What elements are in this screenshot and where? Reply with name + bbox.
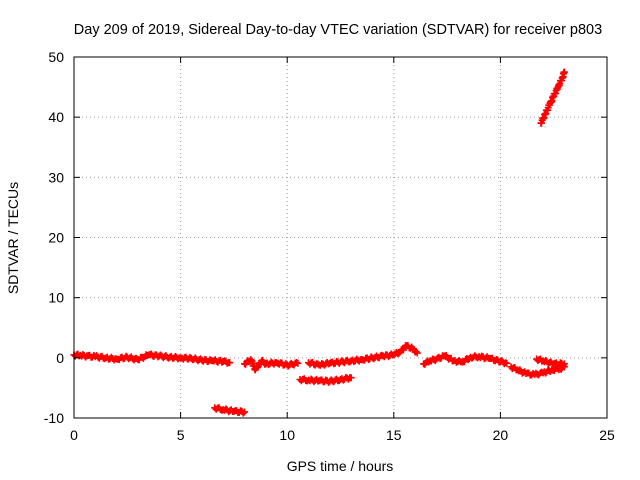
data-band bbox=[546, 93, 557, 107]
data-band bbox=[555, 77, 566, 90]
y-tick-label: -10 bbox=[44, 410, 64, 426]
data-band bbox=[327, 357, 343, 368]
data-band bbox=[338, 356, 354, 367]
data-band bbox=[114, 352, 130, 364]
data-band bbox=[135, 351, 151, 364]
data-band bbox=[508, 364, 520, 374]
y-tick-label: 30 bbox=[48, 169, 64, 185]
data-band bbox=[327, 375, 343, 386]
x-tick-label: 10 bbox=[279, 427, 295, 443]
data-segment bbox=[533, 355, 568, 369]
data-band bbox=[421, 357, 433, 368]
data-band bbox=[538, 111, 549, 127]
y-tick-label: 50 bbox=[48, 49, 64, 65]
data-band bbox=[410, 346, 420, 356]
data-band bbox=[306, 358, 322, 369]
chart-title: Day 209 of 2019, Sidereal Day-to-day VTE… bbox=[74, 22, 602, 38]
ticks: 0 5 10 15 20 25 -10 0 10 20 30 40 50 bbox=[44, 49, 615, 443]
data-band bbox=[542, 101, 553, 117]
data-segment bbox=[70, 350, 234, 367]
data-band bbox=[146, 350, 162, 361]
data-band bbox=[498, 357, 509, 368]
data-band bbox=[274, 359, 290, 369]
data-segment bbox=[420, 352, 511, 368]
data-band bbox=[487, 354, 503, 366]
data-segment bbox=[211, 404, 249, 417]
x-tick-label: 15 bbox=[386, 427, 402, 443]
x-tick-label: 25 bbox=[599, 427, 615, 443]
data-segment bbox=[305, 342, 421, 369]
x-tick-label: 20 bbox=[493, 427, 509, 443]
data-band bbox=[231, 407, 247, 417]
data-band bbox=[317, 359, 332, 369]
y-tick-label: 20 bbox=[48, 230, 64, 246]
data-band bbox=[221, 357, 232, 367]
data-segment bbox=[296, 373, 355, 386]
data-band bbox=[125, 353, 141, 364]
data-band bbox=[551, 359, 567, 369]
data-band bbox=[210, 356, 226, 366]
y-tick-label: 10 bbox=[48, 290, 64, 306]
data-band bbox=[93, 352, 109, 363]
data-band bbox=[317, 376, 332, 386]
data-band bbox=[285, 359, 300, 370]
data-band bbox=[381, 350, 396, 361]
y-axis-label: SDTVAR / TECUs bbox=[5, 182, 21, 294]
data-band bbox=[515, 366, 529, 377]
data-band bbox=[540, 366, 554, 377]
data-segment bbox=[537, 68, 568, 127]
data-band bbox=[550, 85, 561, 98]
data-band bbox=[427, 355, 439, 365]
data-band bbox=[370, 351, 386, 363]
data-segment bbox=[241, 356, 302, 374]
x-tick-label: 0 bbox=[70, 427, 78, 443]
data-band bbox=[178, 353, 194, 363]
data-band bbox=[338, 373, 354, 384]
data-layer bbox=[70, 68, 568, 417]
data-band bbox=[157, 351, 173, 362]
data-band bbox=[78, 351, 89, 361]
data-band bbox=[306, 375, 322, 386]
y-tick-label: 0 bbox=[56, 350, 64, 366]
x-axis-label: GPS time / hours bbox=[287, 458, 394, 474]
data-band bbox=[189, 354, 205, 365]
data-band bbox=[391, 349, 403, 358]
data-band bbox=[359, 353, 375, 364]
data-band bbox=[559, 68, 568, 81]
x-tick-label: 5 bbox=[177, 427, 185, 443]
data-band bbox=[404, 342, 416, 352]
y-tick-label: 40 bbox=[48, 109, 64, 125]
